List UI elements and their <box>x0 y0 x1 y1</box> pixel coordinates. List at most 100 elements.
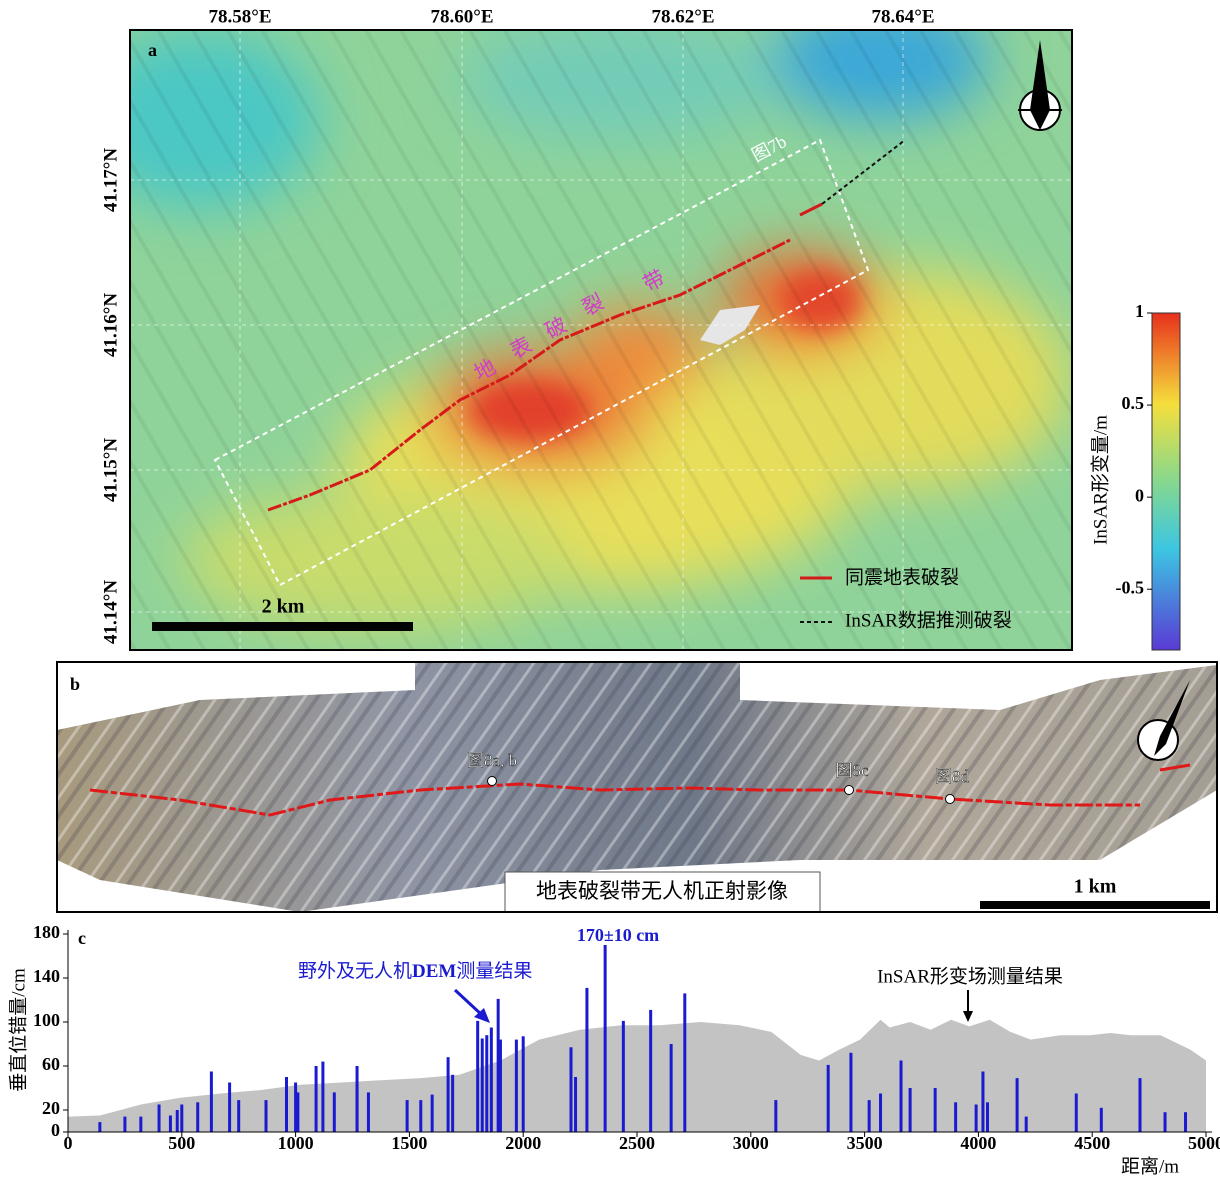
panel-label: a <box>148 40 157 60</box>
lat-label: 41.16°N <box>100 293 121 357</box>
bar <box>265 1100 268 1132</box>
bar <box>196 1102 199 1132</box>
lat-label: 41.14°N <box>100 580 121 644</box>
colorbar-tick-label: 0 <box>1135 485 1144 505</box>
x-tick-label: 3000 <box>733 1133 769 1153</box>
uav-image <box>57 662 1217 912</box>
bar <box>476 1021 479 1132</box>
lon-label: 78.62°E <box>651 6 714 27</box>
bar <box>499 1040 502 1132</box>
bar <box>1100 1108 1103 1132</box>
y-tick-label: 20 <box>42 1098 60 1118</box>
bar <box>569 1047 572 1132</box>
bar <box>169 1116 172 1133</box>
figure: a 78.58°E 78.60°E 78.62°E 78.64°E 41.17°… <box>0 0 1220 1180</box>
colorbar-title: InSAR形变量/m <box>1089 415 1111 545</box>
bar <box>827 1065 830 1132</box>
bar <box>485 1035 488 1132</box>
bar <box>986 1102 989 1132</box>
bar <box>849 1053 852 1132</box>
bar <box>879 1094 882 1133</box>
bar <box>139 1117 142 1132</box>
bar <box>490 1028 493 1133</box>
field-annotation: 野外及无人机DEM测量结果 <box>298 960 532 982</box>
x-axis-title: 距离/m <box>1121 1155 1179 1177</box>
x-tick-label: 4500 <box>1074 1133 1110 1153</box>
x-tick-label: 5000 <box>1188 1133 1220 1153</box>
y-axis-title: 垂直位错量/cm <box>7 968 29 1092</box>
bar <box>419 1100 422 1132</box>
bar <box>1075 1094 1078 1133</box>
bar <box>321 1062 324 1132</box>
bar <box>934 1088 937 1132</box>
bar <box>774 1100 777 1132</box>
bar <box>356 1085 359 1132</box>
insar-map <box>80 0 1072 650</box>
lat-label: 41.17°N <box>100 148 121 212</box>
peak-annotation: 170±10 cm <box>577 925 659 945</box>
x-tick-label: 500 <box>168 1133 195 1153</box>
annotation-arrow <box>455 990 483 1016</box>
bar <box>406 1100 409 1132</box>
point-label: 图8c <box>835 761 868 780</box>
bar <box>98 1122 101 1132</box>
colorbar <box>1152 313 1180 650</box>
y-tick-label: 100 <box>33 1010 60 1030</box>
lat-label: 41.15°N <box>100 438 121 502</box>
colorbar-tick-label: -0.5 <box>1116 577 1145 597</box>
bar <box>604 945 607 1132</box>
x-tick-label: 1000 <box>278 1133 314 1153</box>
colorbar-tick-label: 1 <box>1135 301 1144 321</box>
bar <box>574 1077 577 1132</box>
legend-label: 同震地表破裂 <box>845 566 959 588</box>
bar <box>975 1105 978 1133</box>
lon-label: 78.58°E <box>208 6 271 27</box>
bar <box>981 1072 984 1133</box>
bar <box>481 1039 484 1133</box>
x-tick-label: 4000 <box>960 1133 996 1153</box>
bar <box>451 1075 454 1132</box>
bar <box>176 1110 179 1132</box>
image-caption: 地表破裂带无人机正射影像 <box>536 879 788 903</box>
bar <box>909 1088 912 1132</box>
bar <box>1016 1078 1019 1132</box>
bar <box>123 1117 126 1132</box>
bar <box>228 1083 231 1133</box>
y-tick-label: 60 <box>42 1054 60 1074</box>
bar <box>296 1092 299 1132</box>
bar <box>333 1092 336 1132</box>
annotation-part: 测量结果 <box>456 960 532 982</box>
bar <box>158 1105 161 1133</box>
point-label: 图8a, b <box>467 751 517 770</box>
y-tick-label: 180 <box>33 922 60 942</box>
bar <box>954 1102 957 1132</box>
bar <box>1184 1112 1187 1132</box>
point-label: 图8d <box>935 767 969 786</box>
annotation-part: 野外及无人机 <box>298 960 412 982</box>
x-tick-label: 3500 <box>847 1133 883 1153</box>
scale-label: 2 km <box>262 596 305 618</box>
scale-label: 1 km <box>1074 876 1117 898</box>
bar <box>285 1077 288 1132</box>
bar <box>210 1072 213 1133</box>
bar <box>315 1066 318 1132</box>
x-tick-label: 0 <box>64 1133 73 1153</box>
bar <box>622 1021 625 1132</box>
insar-annotation: InSAR形变场测量结果 <box>877 965 1063 987</box>
bar <box>431 1095 434 1132</box>
bar <box>1138 1078 1141 1132</box>
y-tick-label: 140 <box>33 966 60 986</box>
panel-label: c <box>78 928 86 948</box>
bar <box>522 1036 525 1132</box>
bar <box>900 1061 903 1133</box>
colorbar-tick-label: 0.5 <box>1122 393 1145 413</box>
bar <box>868 1100 871 1132</box>
x-tick-label: 1500 <box>391 1133 427 1153</box>
bar <box>515 1040 518 1132</box>
bar <box>1164 1112 1167 1132</box>
bar <box>1025 1117 1028 1132</box>
bar <box>237 1100 240 1132</box>
bar <box>367 1092 370 1132</box>
x-tick-label: 2500 <box>619 1133 655 1153</box>
bar <box>670 1044 673 1132</box>
